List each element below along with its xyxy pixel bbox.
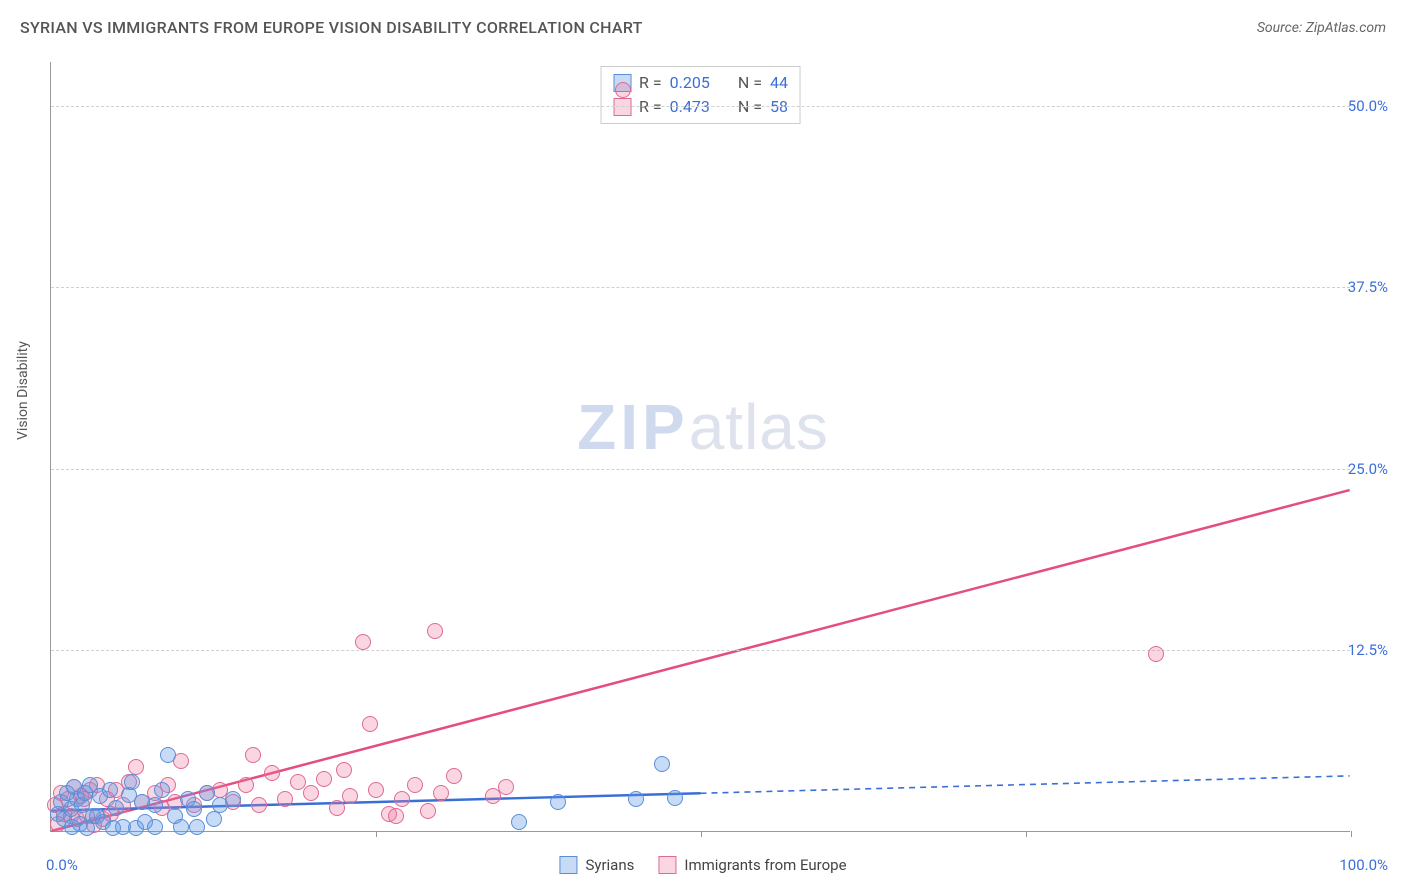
scatter-point-syrians [154, 782, 170, 798]
swatch-syrians-icon [559, 856, 577, 874]
scatter-point-syrians [206, 811, 222, 827]
scatter-point-europe [329, 800, 345, 816]
legend-label-syrians: Syrians [585, 856, 634, 874]
swatch-europe-icon [658, 856, 676, 874]
scatter-point-europe [394, 791, 410, 807]
scatter-point-syrians [124, 774, 140, 790]
chart-title: SYRIAN VS IMMIGRANTS FROM EUROPE VISION … [20, 18, 643, 37]
scatter-point-europe [342, 788, 358, 804]
scatter-point-syrians [550, 794, 566, 810]
scatter-point-europe [498, 779, 514, 795]
trend-lines-layer [51, 62, 1350, 831]
legend-label-europe: Immigrants from Europe [684, 856, 846, 874]
stat-N-label: N = [738, 71, 762, 95]
scatter-point-syrians [225, 791, 241, 807]
stat-R-label: R = [639, 95, 662, 119]
y-tick-label: 50.0% [1348, 97, 1388, 115]
scatter-point-europe [362, 716, 378, 732]
scatter-point-europe [388, 808, 404, 824]
scatter-point-syrians [147, 819, 163, 835]
scatter-point-europe [355, 634, 371, 650]
scatter-point-europe [316, 771, 332, 787]
scatter-point-europe [238, 777, 254, 793]
scatter-point-europe [615, 82, 631, 98]
scatter-point-europe [446, 768, 462, 784]
scatter-point-europe [264, 765, 280, 781]
legend-stats-box: R = 0.205 N = 44 R = 0.473 N = 58 [600, 66, 801, 124]
scatter-point-syrians [189, 819, 205, 835]
x-tick [701, 831, 702, 837]
stat-R-europe: 0.473 [670, 95, 710, 119]
scatter-point-syrians [147, 797, 163, 813]
scatter-point-europe [303, 785, 319, 801]
gridline [51, 106, 1350, 107]
scatter-point-europe [290, 774, 306, 790]
y-axis-label: Vision Disability [15, 341, 31, 440]
x-tick-label-min: 0.0% [46, 856, 78, 874]
scatter-point-syrians [654, 756, 670, 772]
legend-stats-row-syrians: R = 0.205 N = 44 [613, 71, 788, 95]
x-tick [376, 831, 377, 837]
stat-N-europe: 58 [770, 95, 788, 119]
legend-stats-row-europe: R = 0.473 N = 58 [613, 95, 788, 119]
scatter-point-syrians [186, 801, 202, 817]
scatter-point-europe [433, 785, 449, 801]
y-tick-label: 25.0% [1348, 460, 1388, 478]
x-tick [1026, 831, 1027, 837]
stat-N-label: N = [738, 95, 762, 119]
y-tick-label: 12.5% [1348, 641, 1388, 659]
source-attribution: Source: ZipAtlas.com [1257, 20, 1386, 36]
scatter-point-europe [427, 623, 443, 639]
scatter-point-syrians [102, 782, 118, 798]
x-tick [1351, 831, 1352, 837]
legend-bottom: Syrians Immigrants from Europe [559, 856, 846, 874]
scatter-point-syrians [173, 819, 189, 835]
scatter-point-europe [245, 747, 261, 763]
scatter-point-europe [251, 797, 267, 813]
scatter-point-syrians [160, 747, 176, 763]
x-tick-label-max: 100.0% [1339, 856, 1388, 874]
scatter-point-syrians [628, 791, 644, 807]
scatter-point-syrians [667, 790, 683, 806]
scatter-point-europe [420, 803, 436, 819]
y-tick-label: 37.5% [1348, 278, 1388, 296]
scatter-point-syrians [108, 800, 124, 816]
legend-item-europe: Immigrants from Europe [658, 856, 846, 874]
stat-R-syrians: 0.205 [670, 71, 710, 95]
scatter-point-europe [368, 782, 384, 798]
stat-R-label: R = [639, 71, 662, 95]
trend-line [701, 776, 1350, 793]
scatter-point-syrians [511, 814, 527, 830]
gridline [51, 287, 1350, 288]
legend-item-syrians: Syrians [559, 856, 634, 874]
stat-N-syrians: 44 [770, 71, 788, 95]
swatch-europe-icon [613, 98, 631, 116]
gridline [51, 469, 1350, 470]
scatter-point-syrians [199, 785, 215, 801]
scatter-point-europe [277, 791, 293, 807]
plot-area: R = 0.205 N = 44 R = 0.473 N = 58 [50, 62, 1350, 832]
scatter-point-europe [1148, 646, 1164, 662]
scatter-point-europe [407, 777, 423, 793]
scatter-point-europe [336, 762, 352, 778]
